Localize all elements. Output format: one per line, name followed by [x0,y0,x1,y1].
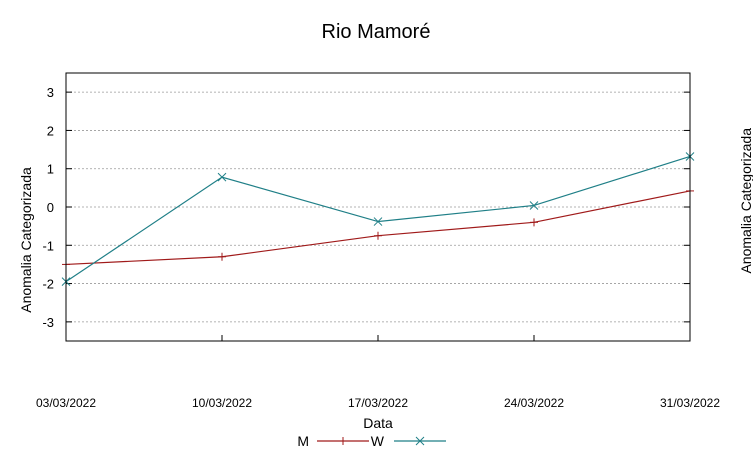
y-tick-label: -2 [42,277,54,292]
legend-label-M: M [297,433,309,449]
y-tick-label: 2 [47,123,54,138]
y-tick-label: 3 [47,85,54,100]
y-tick-label: 1 [47,162,54,177]
y-tick-label: 0 [47,200,54,215]
chart-title: Rio Mamoré [322,21,431,43]
x-ticks: 03/03/2022 10/03/2022 17/03/2022 24/03/2022… [36,335,720,410]
x-axis-label: Data [363,415,393,431]
data-point [529,201,539,210]
plot-frame [65,72,691,342]
x-tick-label: 10/03/2022 [192,396,252,410]
data-point [217,172,227,182]
y-tick-label: -3 [42,315,54,330]
series-M [62,186,694,269]
y-ticks: 3 2 1 0 -1 -2 -3 [42,85,690,330]
series-group [61,152,695,287]
series-line-M [65,190,691,266]
data-point [373,217,383,226]
x-tick-label: 03/03/2022 [36,396,96,410]
x-tick-label: 17/03/2022 [348,396,408,410]
y-axis-label-right: Anomalia Categorizada [738,128,753,274]
x-tick-label: 31/03/2022 [660,396,720,410]
series-line-W [65,155,691,283]
data-point [415,436,425,446]
legend-label-W: W [371,433,385,449]
series-W [61,152,695,287]
x-tick-label: 24/03/2022 [504,396,564,410]
grid [66,91,690,323]
y-axis-label: Anomalia Categorizada [18,167,34,313]
y-tick-label: -1 [42,238,54,253]
